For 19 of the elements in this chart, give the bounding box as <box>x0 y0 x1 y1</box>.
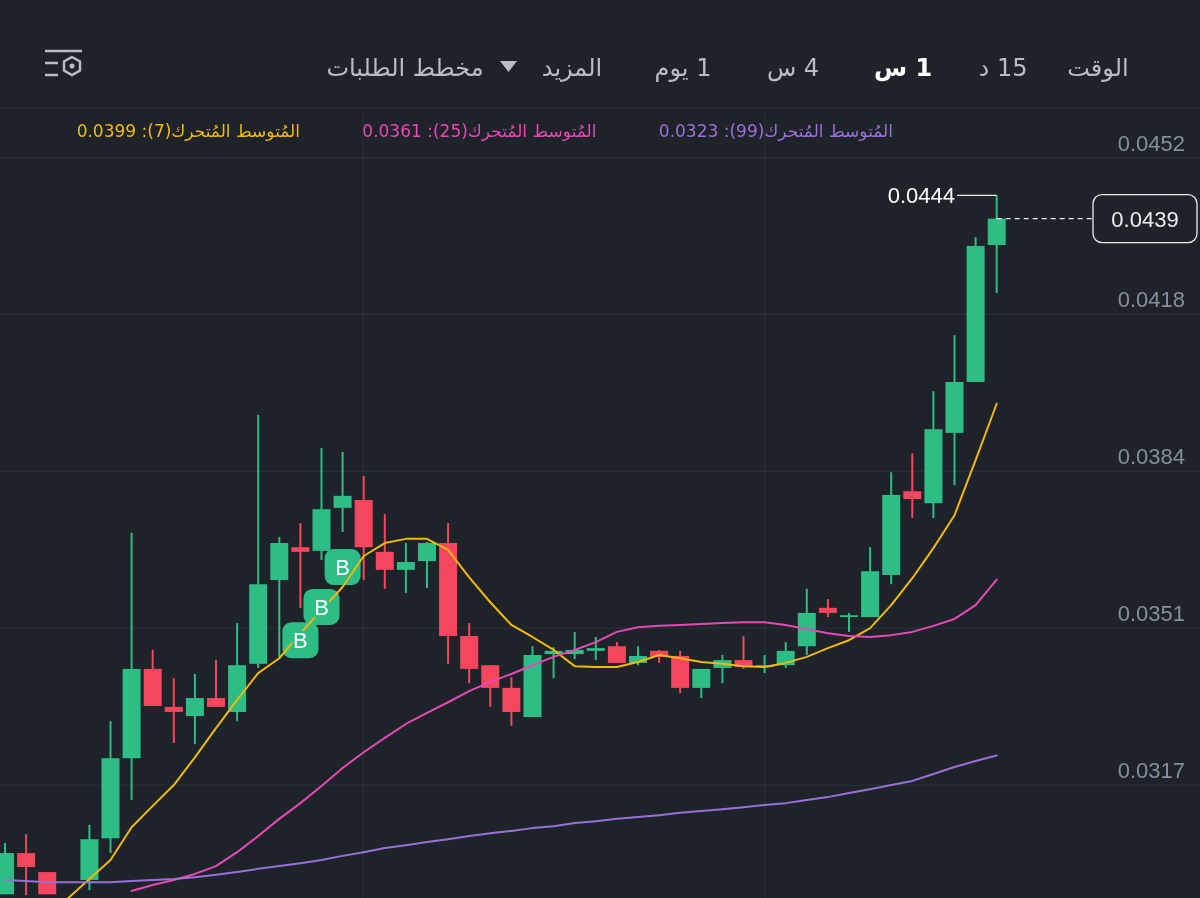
text: 15 د <box>978 54 1028 82</box>
text: المُتوسط المُتحرك(99): 0.0323 <box>658 121 893 141</box>
y-tick-label: 0.0351 <box>1117 601 1185 627</box>
text: المُتوسط المُتحرك(7): 0.0399 <box>76 121 300 141</box>
text: مخطط الطلبات <box>326 54 484 82</box>
text: الوقت <box>1067 54 1129 82</box>
y-tick-label: 0.0452 <box>1117 130 1185 156</box>
text: 1 س <box>873 54 933 82</box>
y-tick-label: 0.0384 <box>1117 444 1185 470</box>
text: 4 س <box>766 54 820 82</box>
y-tick-label: 0.0317 <box>1117 758 1185 784</box>
ref-line-label: 0.0439 <box>1111 206 1179 232</box>
y-tick-label: 0.0418 <box>1117 287 1185 313</box>
text: المُتوسط المُتحرك(25): 0.0361 <box>362 121 597 141</box>
annotation: B <box>293 628 308 654</box>
text: المزيد <box>541 54 603 82</box>
annotation: B <box>335 555 350 581</box>
text: 1 يوم <box>654 54 712 82</box>
annotation: 0.0444 <box>887 183 955 209</box>
